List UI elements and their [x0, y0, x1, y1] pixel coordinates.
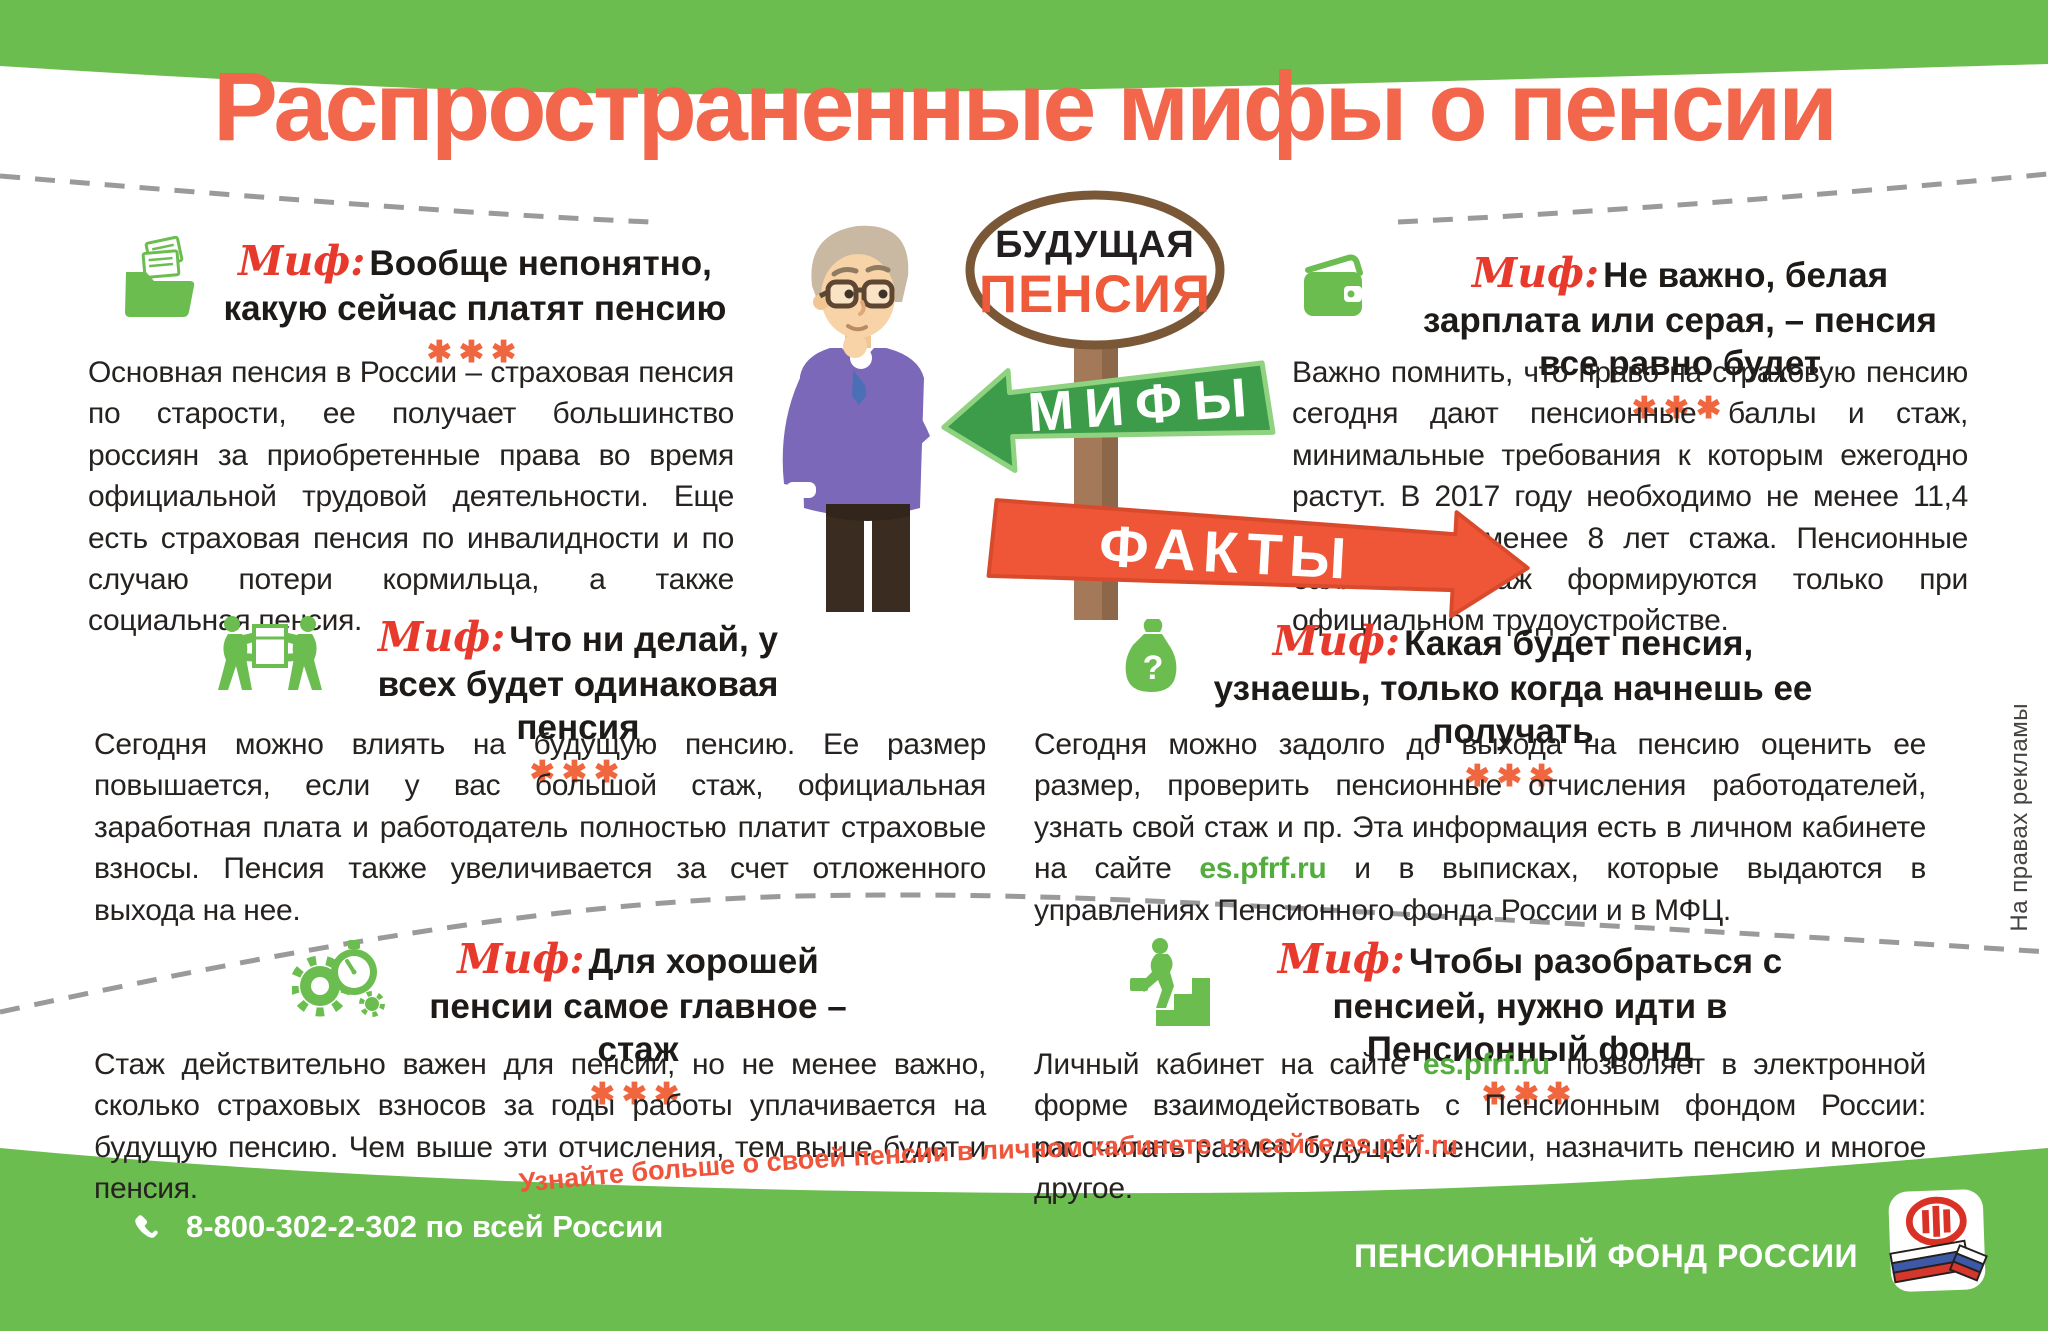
- question-glyph: ?: [1143, 649, 1164, 687]
- glasses-icon: [818, 279, 895, 309]
- myth-6-body: Личный кабинет на сайте es.pfrf.ru позво…: [1034, 1044, 1926, 1210]
- myth-3-header-text: Миф: Что ни делай, у всех будет одинакова…: [338, 612, 818, 788]
- thinking-man-illustration: [782, 225, 930, 612]
- myth-2-title: Миф: Не важно, белая зарплата или серая, …: [1392, 248, 1968, 386]
- stars-divider: ✱✱✱: [1481, 1077, 1579, 1111]
- eye: [844, 289, 854, 299]
- wallet-icon: [1304, 254, 1363, 316]
- myth-4-body-text: Сегодня можно задолго до выхода на пенси…: [1034, 728, 1926, 886]
- myth-4-body: Сегодня можно задолго до выхода на пенси…: [1034, 724, 1926, 931]
- myth-6-header: Миф: Чтобы разобраться с пенсией, нужно и…: [1126, 934, 1826, 1110]
- facts-arrow-label: ФАКТЫ: [1098, 514, 1355, 592]
- page-title: Распространенные мифы о пенсии: [213, 52, 1838, 161]
- myth-2-title-text: Не важно, белая зарплата или серая, – пе…: [1423, 256, 1937, 384]
- myth-label: Миф:: [1272, 617, 1401, 665]
- future-pension-sign: [965, 190, 1225, 350]
- phone-icon: [135, 1215, 158, 1238]
- stars-divider: ✱✱✱: [1464, 759, 1562, 793]
- myth-label: Миф:: [1471, 249, 1600, 297]
- eyebrow: [831, 267, 859, 277]
- organization-name: ПЕНСИОННЫЙ ФОНД РОССИИ: [1354, 1237, 1858, 1274]
- myth-label: Миф:: [1277, 935, 1406, 983]
- trouser-leg: [872, 504, 910, 612]
- myth-5-body-text: Стаж действительно важен для пенсии, но …: [94, 1048, 986, 1206]
- trouser-leg: [826, 504, 864, 612]
- myth-1-header-text: Миф: Вообще непонятно, какую сейчас платя…: [218, 236, 732, 368]
- myth-3-title-text: Что ни делай, у всех будет одинаковая пе…: [377, 620, 779, 748]
- stars-divider: ✱✱✱: [529, 755, 627, 789]
- myth-4-header: ? Миф: Какая будет пенсия, узнаешь, тольк…: [1118, 616, 1818, 792]
- ad-disclaimer: На правах рекламы: [2006, 703, 2033, 932]
- myth-1-body: Основная пенсия в России – страховая пен…: [88, 352, 734, 642]
- myth-4-title: Миф: Какая будет пенсия, узнаешь, только …: [1208, 616, 1818, 754]
- myth-4-body-text: и в выписках, которые выдаются в управле…: [1034, 852, 1926, 927]
- sign-line-2: ПЕНСИЯ: [979, 265, 1211, 324]
- myth-4-title-text: Какая будет пенсия, узнаешь, только когд…: [1213, 624, 1813, 752]
- mouth: [846, 324, 868, 332]
- myth-label: Миф:: [378, 613, 506, 661]
- phone-row: 8-800-302-2-302 по всей России: [128, 1206, 663, 1248]
- stars-divider: ✱✱✱: [589, 1077, 687, 1111]
- shirt-cuff: [786, 482, 816, 498]
- pfr-site-link[interactable]: es.pfrf.ru: [1422, 1048, 1550, 1081]
- myth-6-body-text: позволяет в электронной форме взаимодейс…: [1034, 1048, 1926, 1206]
- myths-arrow: МИФЫ: [941, 360, 1276, 473]
- myth-5-body: Стаж действительно важен для пенсии, но …: [94, 1044, 986, 1210]
- myth-5-title-text: Для хорошей пенсии самое главное – стаж: [429, 942, 847, 1070]
- eye: [878, 289, 888, 299]
- pfr-emblem: [1905, 1196, 1967, 1246]
- myth-5-header: Миф: Для хорошей пенсии самое главное – с…: [292, 934, 872, 1110]
- phone-number: 8-800-302-2-302 по всей России: [186, 1209, 664, 1244]
- documents-folder-icon: [125, 236, 195, 317]
- myth-3-title: Миф: Что ни делай, у всех будет одинакова…: [338, 612, 818, 750]
- myth-1-title-text: Вообще непонятно, какую сейчас платят пе…: [223, 244, 727, 328]
- dash-top-left: [0, 173, 651, 225]
- myth-1-body-text: Основная пенсия в России – страховая пен…: [88, 356, 734, 638]
- myth-6-title: Миф: Чтобы разобраться с пенсией, нужно и…: [1234, 934, 1826, 1072]
- myth-5-header-text: Миф: Для хорошей пенсии самое главное – с…: [404, 934, 872, 1110]
- fist-at-chin: [843, 334, 867, 358]
- myth-label: Миф:: [238, 237, 366, 285]
- myth-2-header: Миф: Не важно, белая зарплата или серая, …: [1292, 248, 1968, 424]
- signpost: БУДУЩАЯ ПЕНСИЯ МИФЫ ФАКТЫ: [941, 190, 1530, 620]
- myth-1-title: Миф: Вообще непонятно, какую сейчас платя…: [218, 236, 732, 330]
- myth-3-body-text: Сегодня можно влиять на будущую пенсию. …: [94, 728, 986, 927]
- gears-stopwatch-icon: [292, 940, 385, 1017]
- hair-fringe: [818, 234, 899, 282]
- stars-divider: ✱✱✱: [426, 336, 524, 370]
- myth-5-title: Миф: Для хорошей пенсии самое главное – с…: [404, 934, 872, 1072]
- nose: [858, 300, 866, 316]
- myth-6-title-text: Чтобы разобраться с пенсией, нужно идти …: [1332, 942, 1783, 1070]
- myth-label: Миф:: [457, 935, 585, 983]
- myth-6-body-text: Личный кабинет на сайте: [1034, 1048, 1423, 1081]
- pfr-logo: [1888, 1189, 1988, 1292]
- right-arrow-shape: [986, 498, 1530, 619]
- myth-1-header: Миф: Вообще непонятно, какую сейчас платя…: [118, 236, 732, 368]
- stars-divider: ✱✱✱: [1631, 391, 1729, 425]
- organization-row: ПЕНСИОННЫЙ ФОНД РОССИИ: [1354, 1186, 1990, 1298]
- left-arm: [782, 378, 818, 490]
- pfr-site-link[interactable]: es.pfrf.ru: [1199, 852, 1327, 886]
- myth-2-header-text: Миф: Не важно, белая зарплата или серая, …: [1392, 248, 1968, 424]
- left-arrow-shape: [941, 360, 1276, 473]
- myth-3-body: Сегодня можно влиять на будущую пенсию. …: [94, 724, 986, 931]
- myth-3-header: Миф: Что ни делай, у всех будет одинакова…: [218, 612, 818, 788]
- money-bag-question-icon: ?: [1125, 619, 1177, 692]
- myth-6-header-text: Миф: Чтобы разобраться с пенсией, нужно и…: [1234, 934, 1826, 1110]
- eyebrow: [865, 265, 891, 273]
- flag-ribbon-icon: [1889, 1239, 1988, 1284]
- myth-4-header-text: Миф: Какая будет пенсия, узнаешь, только …: [1208, 616, 1818, 792]
- movers-carrying-box-icon: [218, 616, 322, 690]
- facts-arrow: ФАКТЫ: [986, 498, 1530, 619]
- sign-line-1: БУДУЩАЯ: [995, 224, 1195, 266]
- raised-arm: [848, 354, 930, 454]
- person-climbing-stairs-icon: [1130, 938, 1210, 1026]
- ear: [813, 294, 829, 310]
